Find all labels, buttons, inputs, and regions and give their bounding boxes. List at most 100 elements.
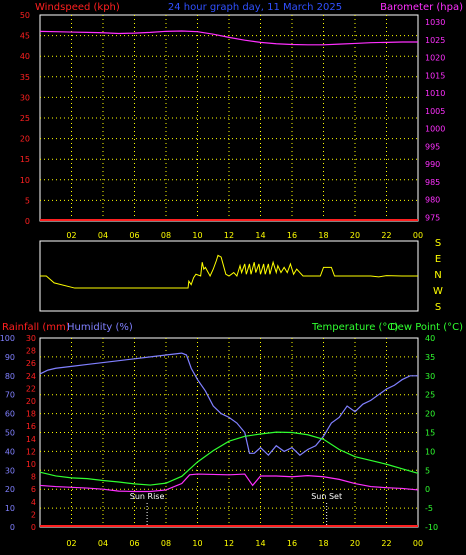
barometer-tick-label: 1005 [425, 107, 445, 116]
temperature-tick-label: -5 [425, 504, 433, 513]
temperature-tick-label: 40 [425, 334, 435, 343]
time-tick-label: 10 [192, 231, 202, 240]
temperature-line [39, 431, 419, 486]
humidity-line [39, 352, 418, 457]
temp-humidity-gridlines [40, 338, 418, 527]
temperature-axis-title: Temperature (°C) [311, 322, 398, 333]
humidity-axis: 0 10 20 30 40 50 60 70 80 90 100 [0, 334, 15, 532]
rainfall-tick-label: 16 [26, 422, 36, 431]
barometer-tick-label: 990 [425, 160, 440, 169]
temperature-axis: -10 -5 0 5 10 15 20 25 30 35 40 [425, 334, 438, 532]
barometer-tick-label: 1025 [425, 36, 445, 45]
rainfall-tick-label: 4 [31, 498, 36, 507]
time-tick-label: 22 [381, 539, 391, 548]
humidity-axis-title: Humidity (%) [67, 322, 133, 333]
humidity-tick-label: 50 [5, 429, 15, 438]
time-tick-label: 00 [413, 231, 423, 240]
time-tick-label: 08 [161, 231, 171, 240]
rainfall-tick-label: 14 [26, 435, 36, 444]
windspeed-tick-label: 50 [20, 11, 30, 20]
barometer-tick-label: 985 [425, 178, 440, 187]
barometer-line [39, 30, 418, 46]
rainfall-tick-label: 2 [31, 510, 36, 519]
temperature-tick-label: 35 [425, 353, 435, 362]
windspeed-tick-label: 10 [20, 176, 30, 185]
wind-barometer-series [39, 30, 418, 221]
dewpoint-line [39, 473, 419, 493]
time-tick-label: 20 [350, 231, 360, 240]
barometer-tick-label: 1000 [425, 125, 445, 134]
windspeed-axis-title: Windspeed (kph) [35, 2, 120, 13]
rainfall-tick-label: 26 [26, 359, 36, 368]
time-tick-label: 02 [66, 231, 76, 240]
time-tick-label: 14 [255, 231, 265, 240]
temperature-tick-label: 15 [425, 429, 435, 438]
direction-tick-label: E [435, 254, 441, 265]
windspeed-axis: 0 5 10 15 20 25 30 35 40 45 50 [20, 11, 30, 226]
rainfall-tick-label: 30 [26, 334, 36, 343]
temperature-tick-label: 10 [425, 447, 435, 456]
windspeed-tick-label: 20 [20, 135, 30, 144]
direction-tick-label: W [433, 286, 443, 297]
rainfall-tick-label: 22 [26, 384, 36, 393]
time-tick-label: 00 [413, 539, 423, 548]
humidity-tick-label: 10 [5, 504, 15, 513]
humidity-tick-label: 20 [5, 485, 15, 494]
humidity-tick-label: 100 [0, 334, 15, 343]
time-tick-label: 12 [224, 231, 234, 240]
time-tick-label: 16 [287, 231, 297, 240]
dewpoint-axis-title: Dew Point (°C) [390, 322, 463, 333]
humidity-tick-label: 70 [5, 391, 15, 400]
wind-direction-line [40, 254, 418, 289]
sun-annotations: Sun Rise Sun Set [130, 492, 342, 527]
time-tick-label: 22 [381, 231, 391, 240]
humidity-tick-label: 80 [5, 372, 15, 381]
rainfall-tick-label: 8 [31, 473, 36, 482]
humidity-tick-label: 60 [5, 410, 15, 419]
time-tick-label: 14 [255, 539, 265, 548]
barometer-tick-label: 1010 [425, 89, 445, 98]
rainfall-axis-title: Rainfall (mm) [2, 322, 70, 333]
windspeed-tick-label: 15 [20, 155, 30, 164]
humidity-tick-label: 30 [5, 466, 15, 475]
rainfall-tick-label: 6 [31, 485, 36, 494]
barometer-tick-label: 1030 [425, 18, 445, 27]
temperature-tick-label: 30 [425, 372, 435, 381]
barometer-tick-label: 1020 [425, 54, 445, 63]
direction-tick-label: S [435, 302, 441, 313]
rainfall-tick-label: 18 [26, 410, 36, 419]
time-axis-top: 02 04 06 08 10 12 14 16 18 20 22 00 [66, 231, 423, 240]
wind-direction-series [40, 254, 418, 289]
time-tick-label: 16 [287, 539, 297, 548]
rainfall-tick-label: 12 [26, 447, 36, 456]
temperature-tick-label: -10 [425, 523, 438, 532]
temperature-tick-label: 20 [425, 410, 435, 419]
barometer-axis-title: Barometer (hpa) [380, 2, 463, 13]
sun-marker-label: Sun Set [311, 492, 342, 501]
temperature-tick-label: 5 [425, 466, 430, 475]
humidity-tick-label: 0 [10, 523, 15, 532]
time-tick-label: 04 [98, 231, 108, 240]
windspeed-tick-label: 35 [20, 73, 30, 82]
wind-barometer-gridlines [40, 15, 418, 221]
time-tick-label: 06 [129, 539, 139, 548]
barometer-axis: 975 980 985 990 995 1000 1005 1010 1015 1020 1025 1… [425, 18, 445, 222]
rainfall-tick-label: 28 [26, 347, 36, 356]
time-axis-bottom: 02 04 06 08 10 12 14 16 18 20 22 00 [66, 539, 423, 548]
sun-marker-label: Sun Rise [130, 492, 165, 501]
temp-humidity-series [39, 352, 419, 527]
windspeed-tick-label: 30 [20, 93, 30, 102]
windspeed-tick-label: 40 [20, 52, 30, 61]
barometer-tick-label: 980 [425, 196, 440, 205]
rainfall-tick-label: 24 [26, 372, 36, 381]
time-tick-label: 04 [98, 539, 108, 548]
humidity-tick-label: 40 [5, 447, 15, 456]
temperature-tick-label: 25 [425, 391, 435, 400]
time-tick-label: 10 [192, 539, 202, 548]
time-tick-label: 20 [350, 539, 360, 548]
